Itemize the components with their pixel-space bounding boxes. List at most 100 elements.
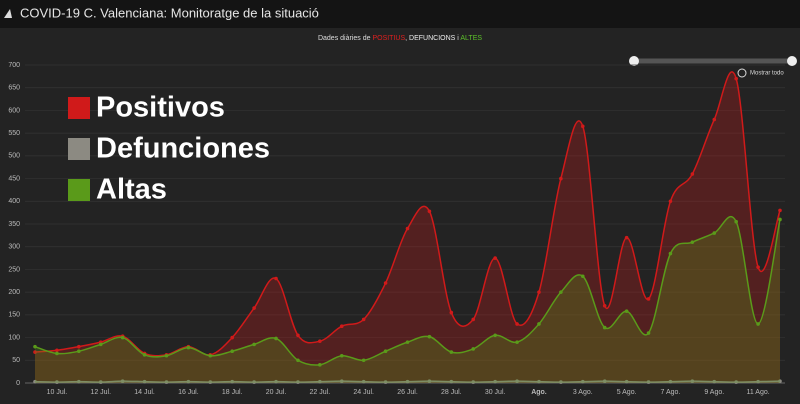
data-point [537,379,541,384]
data-point [274,276,278,281]
data-point [318,339,322,344]
chart-subtitle: Dades diàries de POSITIUS, DEFUNCIONS i … [318,35,482,42]
legend-swatch [68,97,90,119]
y-tick-label: 0 [16,380,20,387]
data-point [208,353,213,358]
data-point [624,379,629,384]
data-point [318,379,322,384]
data-point [186,379,191,384]
y-tick-label: 550 [8,130,20,137]
series-area [35,71,780,383]
data-point [471,347,476,351]
series-line [34,215,781,366]
data-point [427,379,432,383]
data-point [778,379,782,383]
data-point [55,380,59,384]
data-point [778,208,782,213]
data-point [164,380,169,384]
y-tick-label: 150 [8,312,20,319]
data-point [471,317,476,322]
data-point [405,226,410,231]
header-title: COVID-19 C. Valenciana: Monitoratge de l… [20,5,319,20]
legend-label: Positivos [96,92,225,124]
data-point [537,322,541,326]
data-point [142,353,147,357]
data-point [33,379,37,384]
subtitle-part: Dades diàries de [318,35,372,42]
data-point [734,380,738,384]
data-point [712,117,717,122]
x-tick-label: 28 Jul. [441,389,462,396]
data-point [668,251,673,256]
data-point [164,353,169,358]
data-point [690,379,695,383]
data-point [712,231,717,235]
data-point [361,379,366,384]
data-point [383,281,388,285]
data-point [33,344,37,349]
data-point [602,325,607,330]
data-point [646,297,651,301]
y-tick-label: 600 [8,107,20,114]
range-slider-handle[interactable] [629,56,639,66]
range-slider-handle[interactable] [787,56,797,66]
y-tick-label: 500 [8,153,20,160]
x-tick-label: 20 Jul. [266,389,287,396]
x-tick-label: 10 Jul. [47,389,68,396]
data-point [734,76,738,81]
subtitle-part: , [405,35,409,42]
data-point [449,379,454,384]
data-point [296,380,300,384]
data-point [580,379,585,384]
data-point [252,342,256,347]
data-point [405,340,410,344]
y-tick-label: 50 [12,357,20,364]
plot-area: 0 50 100 150 200 250 300 350 400 450 500 550 600 650 7… [8,62,785,396]
data-point [668,379,673,384]
y-tick-label: 200 [8,289,20,296]
subtitle-part: ALTES [460,35,482,42]
data-point [208,380,213,384]
data-point [449,350,454,354]
data-point [405,379,410,384]
data-point [339,353,344,358]
data-point [33,350,37,354]
data-point [296,358,300,363]
data-point [296,333,300,338]
data-point [580,274,585,279]
data-point [98,342,103,347]
y-tick-label: 250 [8,266,20,273]
data-point [734,219,738,224]
x-tick-label: 12 Jul. [90,389,111,396]
y-tick-label: 400 [8,198,20,205]
data-point [515,340,519,344]
y-tick-label: 100 [8,334,20,341]
subtitle-part: DEFUNCIONS [409,35,456,42]
data-point [427,209,432,214]
legend-label: Defunciones [96,133,270,165]
data-point [252,306,256,310]
data-point [537,290,541,294]
data-point [712,379,717,384]
x-tick-label: 30 Jul. [485,389,506,396]
y-tick-label: 350 [8,221,20,228]
x-tick-label: Ago. [531,389,547,396]
data-point [756,379,760,384]
data-point [383,349,388,354]
data-point [339,379,344,383]
zoom-icon[interactable] [737,68,747,78]
data-point [515,379,519,383]
data-point [230,335,235,340]
data-point [449,310,454,315]
data-point [230,349,235,354]
data-point [580,124,585,129]
data-point [559,380,563,384]
reset-zoom-button[interactable]: Mostrar todo [750,71,784,77]
x-tick-label: 11 Ago. [746,389,769,396]
legend-swatch [68,179,90,201]
data-point [318,363,322,367]
series-area [35,216,780,383]
legend: Positivos Defunciones Altas [68,92,270,206]
data-point [756,265,760,269]
